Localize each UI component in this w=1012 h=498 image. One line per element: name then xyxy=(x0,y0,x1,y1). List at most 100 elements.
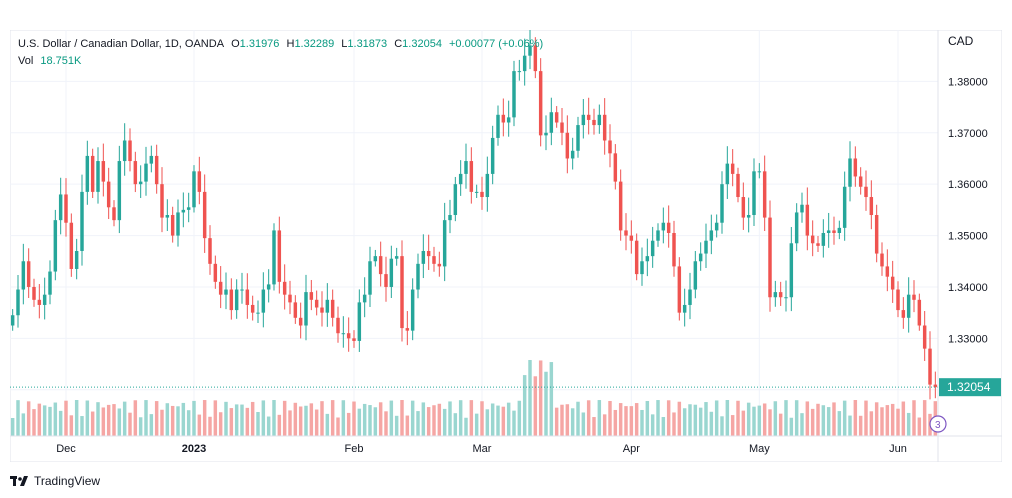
candle-body xyxy=(656,230,660,241)
candle-body xyxy=(133,161,138,185)
volume-bar xyxy=(442,408,447,436)
candle-body xyxy=(469,161,474,192)
volume-bar xyxy=(272,400,276,436)
candle-body xyxy=(922,325,927,349)
candle-body xyxy=(325,299,330,313)
volume-bar xyxy=(410,400,415,436)
footer[interactable]: TradingView xyxy=(10,472,100,490)
volume-bar xyxy=(661,417,666,436)
volume-bar xyxy=(261,400,266,436)
candle-body xyxy=(293,302,298,318)
candle-body xyxy=(549,112,554,133)
volume-bar xyxy=(677,401,682,436)
candle-body xyxy=(789,243,794,298)
candle-body xyxy=(869,197,874,216)
volume-bar xyxy=(378,402,383,436)
candle-body xyxy=(682,304,687,313)
y-tick-label: 1.35000 xyxy=(948,231,988,243)
candle-body xyxy=(144,163,148,182)
candle-body xyxy=(229,289,234,311)
candle-body xyxy=(864,186,868,198)
time-axis[interactable]: Dec 2023 Feb Mar Apr May Jun xyxy=(56,443,907,455)
y-tick-label: 1.33000 xyxy=(948,333,988,345)
volume-bar xyxy=(229,408,234,436)
candle-body xyxy=(784,297,788,299)
candle-body xyxy=(816,243,820,246)
volume-bar xyxy=(320,401,324,436)
volume-bar xyxy=(133,400,138,436)
volume-bar xyxy=(624,406,628,436)
candle-body xyxy=(85,155,90,192)
volume-bar xyxy=(746,402,751,436)
volume-bar xyxy=(570,408,575,436)
candle-body xyxy=(698,253,703,262)
candle-body xyxy=(74,250,79,269)
volume-bar xyxy=(96,402,100,436)
candle-body xyxy=(21,261,26,290)
candle-body xyxy=(933,384,938,388)
volume-bar xyxy=(154,401,159,436)
volume-bar xyxy=(448,401,452,436)
chart-frame[interactable]: CAD 1.320001.330001.340001.350001.360001… xyxy=(9,29,1003,463)
candle-body xyxy=(64,194,68,223)
candle-body xyxy=(661,222,666,231)
volume-bar xyxy=(341,400,346,436)
candle-body xyxy=(672,233,676,267)
volume-bar xyxy=(629,406,634,436)
volume-bar xyxy=(528,360,532,436)
volume-bar xyxy=(533,376,538,436)
candle-body xyxy=(885,266,890,277)
volume-bars xyxy=(10,360,938,436)
candle-body xyxy=(757,171,762,173)
volume-bar xyxy=(101,407,106,436)
candle-body xyxy=(725,163,730,185)
legend-low: 1.31873 xyxy=(347,38,388,50)
volume-bar xyxy=(618,403,623,436)
volume-bar xyxy=(400,400,404,436)
candle-body xyxy=(848,158,852,187)
candle-body xyxy=(330,299,335,318)
volume-bar xyxy=(432,405,436,436)
candlestick-chart[interactable]: CAD 1.320001.330001.340001.350001.360001… xyxy=(9,29,1003,463)
tradingview-brand[interactable]: TradingView xyxy=(34,474,101,488)
volume-bar xyxy=(85,400,90,436)
candle-body xyxy=(346,333,351,339)
volume-bar xyxy=(762,403,767,436)
volume-bar xyxy=(16,400,20,436)
legend-change: +0.00077 (+0.06%) xyxy=(449,38,544,50)
volume-bar xyxy=(64,400,68,436)
volume-bar xyxy=(416,411,420,436)
candle-body xyxy=(592,119,596,126)
candle-body xyxy=(853,158,858,177)
chart-settings-icon[interactable] xyxy=(929,415,947,433)
volume-bar xyxy=(437,403,442,436)
candle-body xyxy=(96,161,100,192)
candle-body xyxy=(666,222,671,233)
candle-body xyxy=(138,181,143,185)
candle-body xyxy=(517,71,522,73)
volume-bar xyxy=(736,400,740,436)
candle-body xyxy=(634,240,639,275)
tradingview-logo-icon[interactable] xyxy=(10,475,28,487)
volume-bar xyxy=(325,413,330,436)
candle-body xyxy=(26,261,31,287)
candle-body xyxy=(128,140,132,162)
candle-body xyxy=(256,312,260,314)
volume-bar xyxy=(480,401,484,436)
candle-body xyxy=(378,256,383,275)
volume-bar xyxy=(512,410,516,436)
volume-bar xyxy=(810,408,815,436)
chart-settings-button[interactable]: 3 xyxy=(929,415,947,433)
candle-body xyxy=(181,209,186,213)
volume-bar xyxy=(256,412,260,436)
candle-body xyxy=(453,184,458,216)
candle-body xyxy=(512,71,516,118)
volume-bar xyxy=(922,400,927,436)
candle-body xyxy=(496,114,500,138)
volume-bar xyxy=(832,402,836,436)
candle-body xyxy=(837,227,842,233)
candle-body xyxy=(261,289,266,313)
candle-body xyxy=(218,281,223,295)
volume-bar xyxy=(421,402,426,436)
candle-body xyxy=(394,256,399,259)
